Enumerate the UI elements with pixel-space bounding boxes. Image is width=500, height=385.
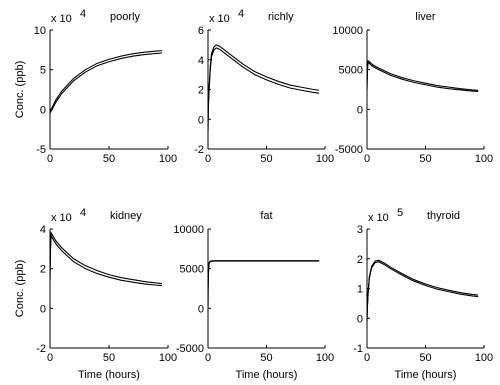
x-tick-label: 50	[103, 352, 115, 364]
y-tick-label: 0	[40, 303, 46, 315]
y-tick-label: -5000	[176, 343, 204, 355]
y-tick-label: 0	[198, 303, 204, 315]
axis-multiplier: x 10	[209, 13, 230, 25]
series-line-1	[50, 234, 163, 287]
axis-exponent: 4	[80, 207, 86, 219]
x-tick-label: 50	[103, 153, 115, 165]
x-tick-label: 100	[316, 153, 334, 165]
y-tick-label: 5000	[339, 65, 363, 77]
x-tick-label: 50	[419, 352, 431, 364]
y-tick-label: -1	[353, 343, 363, 355]
axis-multiplier: x 10	[51, 212, 72, 224]
x-axis-label: Time (hours)	[395, 369, 457, 381]
axis-exponent: 4	[238, 8, 244, 20]
y-tick-label: 5	[40, 65, 46, 77]
x-tick-label: 100	[159, 153, 177, 165]
y-tick-label: 0	[357, 104, 363, 116]
series-line-0	[50, 50, 163, 112]
axis-multiplier: x 10	[51, 13, 72, 25]
x-tick-label: 0	[47, 352, 53, 364]
y-tick-label: 2	[198, 85, 204, 97]
y-tick-label: 5000	[180, 264, 204, 276]
x-tick-label: 0	[205, 153, 211, 165]
axis-multiplier: x 10	[368, 212, 389, 224]
y-tick-label: 4	[198, 55, 204, 67]
y-tick-label: 1	[357, 284, 363, 296]
y-tick-label: 0	[357, 313, 363, 325]
series-line-1	[208, 47, 320, 132]
subplot-title: liver	[415, 11, 436, 23]
subplot-title: fat	[260, 210, 272, 222]
y-tick-label: -5	[36, 144, 46, 156]
x-axis-label: Time (hours)	[236, 369, 298, 381]
x-tick-label: 0	[47, 153, 53, 165]
y-tick-label: 10000	[332, 25, 363, 37]
subplot-title: thyroid	[427, 210, 460, 222]
y-tick-label: -2	[36, 343, 46, 355]
x-tick-label: 50	[260, 352, 272, 364]
y-axis-label: Conc. (ppb)	[14, 260, 26, 317]
x-tick-label: 0	[205, 352, 211, 364]
x-tick-label: 50	[260, 153, 272, 165]
axis-exponent: 5	[397, 207, 403, 219]
x-tick-label: 100	[159, 352, 177, 364]
series-line-0	[208, 44, 320, 132]
y-tick-label: -2	[194, 144, 204, 156]
x-tick-label: 100	[475, 153, 493, 165]
series-line-1	[367, 61, 479, 93]
y-tick-label: 2	[357, 254, 363, 266]
series-line-1	[50, 52, 163, 114]
y-tick-label: 10	[34, 25, 46, 37]
series-line-0	[208, 260, 320, 309]
x-tick-label: 50	[419, 153, 431, 165]
x-axis-label: Time (hours)	[78, 369, 140, 381]
y-tick-label: 0	[198, 114, 204, 126]
series-line-0	[367, 59, 479, 91]
series-line-1	[367, 261, 479, 322]
x-tick-label: 0	[364, 352, 370, 364]
y-tick-label: -5000	[335, 144, 363, 156]
y-tick-label: 6	[198, 25, 204, 37]
y-tick-label: 4	[40, 224, 46, 236]
y-tick-label: 0	[40, 104, 46, 116]
subplot-title: poorly	[110, 11, 140, 23]
series-line-1	[208, 260, 320, 309]
x-tick-label: 0	[364, 153, 370, 165]
y-tick-label: 3	[357, 224, 363, 236]
axis-exponent: 4	[80, 8, 86, 20]
subplot-title: kidney	[110, 210, 142, 222]
x-tick-label: 100	[316, 352, 334, 364]
series-line-0	[367, 259, 479, 322]
y-tick-label: 10000	[173, 224, 204, 236]
x-tick-label: 100	[475, 352, 493, 364]
subplot-title: richly	[268, 11, 294, 23]
y-tick-label: 2	[40, 264, 46, 276]
y-axis-label: Conc. (ppb)	[14, 61, 26, 118]
